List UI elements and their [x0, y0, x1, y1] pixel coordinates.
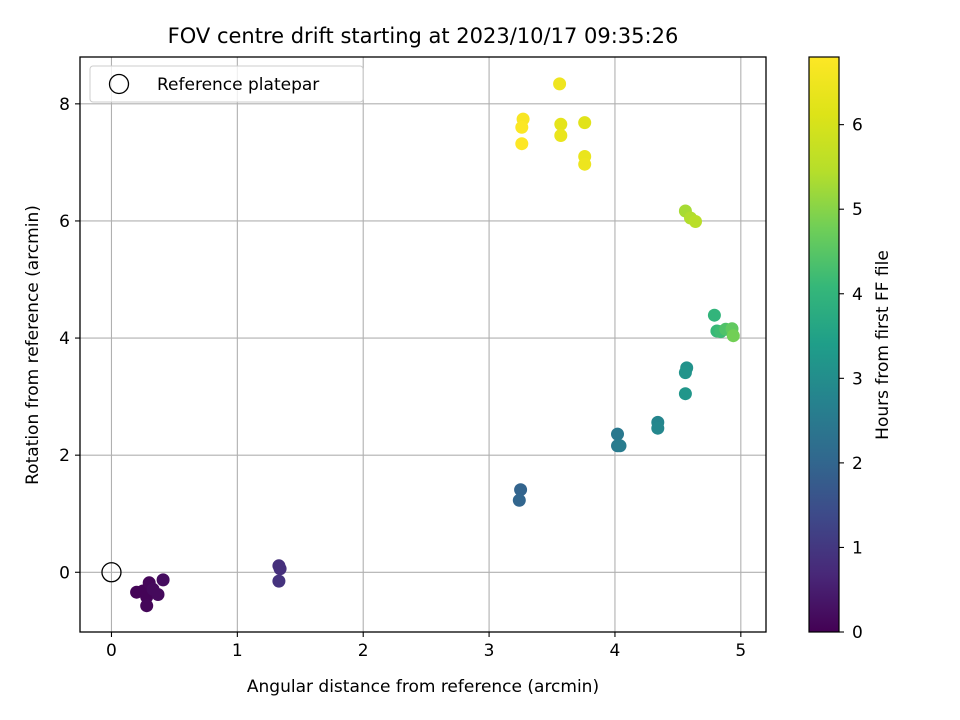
x-tick-label: 4	[610, 641, 621, 661]
colorbar-tick-label: 2	[852, 454, 863, 474]
y-tick-label: 4	[59, 329, 70, 349]
data-point	[678, 387, 692, 401]
x-tick-label: 0	[106, 641, 117, 661]
colorbar-ticks: 0 1 2 3 4 5 6	[839, 116, 863, 643]
y-tick-label: 8	[59, 95, 70, 115]
data-point	[273, 562, 287, 576]
y-axis-ticks: 0 2 4 6 8	[59, 95, 80, 583]
data-point	[553, 77, 567, 91]
data-point	[613, 439, 627, 453]
data-points	[130, 77, 740, 613]
colorbar-gradient	[808, 56, 840, 633]
x-tick-label: 2	[358, 641, 369, 661]
colorbar: 0 1 2 3 4 5 6 Hours from first FF file	[808, 56, 893, 643]
legend-box: Reference platepar	[89, 65, 364, 103]
grid-lines	[80, 57, 766, 632]
colorbar-label: Hours from first FF file	[873, 250, 893, 440]
y-tick-label: 6	[59, 212, 70, 232]
data-point	[707, 308, 721, 322]
y-tick-label: 0	[59, 563, 70, 583]
data-point	[651, 421, 665, 435]
reference-platepar-marker	[101, 562, 122, 583]
data-point	[272, 574, 286, 588]
data-point	[578, 157, 592, 171]
data-point	[726, 329, 740, 343]
colorbar-tick-label: 0	[852, 623, 863, 643]
data-point	[578, 116, 592, 130]
chart-title: FOV centre drift starting at 2023/10/17 …	[168, 24, 679, 48]
x-tick-label: 1	[232, 641, 243, 661]
data-point	[512, 493, 526, 507]
data-point	[689, 215, 702, 228]
y-tick-label: 2	[59, 446, 70, 466]
data-point	[514, 483, 528, 497]
colorbar-tick-label: 4	[852, 285, 863, 305]
y-axis-label: Rotation from reference (arcmin)	[23, 205, 43, 485]
data-point	[140, 599, 154, 613]
x-axis-ticks: 0 1 2 3 4 5	[106, 632, 746, 661]
legend-entry-label: Reference platepar	[157, 75, 319, 95]
data-point	[678, 366, 692, 380]
colorbar-tick-label: 3	[852, 369, 863, 389]
legend-frame	[89, 65, 364, 103]
x-tick-label: 3	[484, 641, 495, 661]
data-point	[515, 120, 529, 134]
data-point	[515, 137, 529, 151]
x-tick-label: 5	[735, 641, 746, 661]
colorbar-tick-label: 5	[852, 200, 863, 220]
data-point	[611, 427, 624, 441]
data-point	[554, 117, 568, 131]
plot-frame	[79, 56, 767, 633]
colorbar-tick-label: 6	[852, 116, 863, 136]
data-point	[554, 129, 568, 142]
x-axis-label: Angular distance from reference (arcmin)	[247, 677, 599, 697]
reference-marker-layer	[101, 562, 122, 583]
colorbar-tick-label: 1	[852, 538, 863, 558]
data-point	[151, 588, 165, 601]
legend-marker-icon	[108, 73, 130, 95]
data-point	[156, 573, 170, 587]
